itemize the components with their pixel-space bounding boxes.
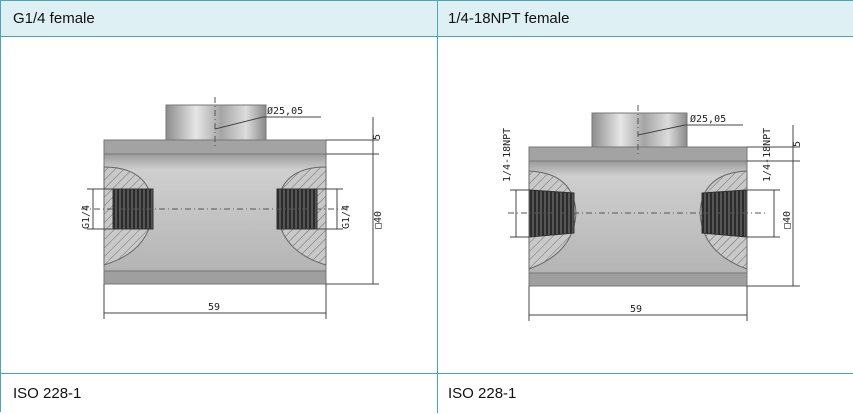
dim-square: □40 <box>373 211 384 229</box>
dim-height: 5 <box>792 141 803 147</box>
column-header: G1/4 female <box>1 1 437 37</box>
technical-drawing: Ø25,05 5 □40 59 1/4-18NPT 1/4-18NPT <box>438 37 853 373</box>
cap-shape <box>165 104 267 141</box>
dim-thread-left: G1/4 <box>81 205 92 229</box>
drawing-svg: Ø25,05 5 □40 59 G1/4 G1/4 <box>81 97 384 319</box>
dim-thread-right: G1/4 <box>341 205 352 229</box>
column-npt: 1/4-18NPT female <box>438 1 853 413</box>
dim-thread-right: 1/4-18NPT <box>762 128 773 182</box>
technical-drawing: Ø25,05 5 □40 59 G1/4 G1/4 <box>1 37 437 373</box>
column-footer: ISO 228-1 <box>438 373 853 413</box>
column-g14: G1/4 female <box>1 1 438 413</box>
dim-width: 59 <box>630 304 642 315</box>
drawing-svg: Ø25,05 5 □40 59 1/4-18NPT 1/4-18NPT <box>502 105 803 321</box>
column-footer: ISO 228-1 <box>1 373 437 413</box>
dim-diameter: Ø25,05 <box>690 113 726 125</box>
dim-diameter: Ø25,05 <box>267 105 303 117</box>
cap-shape <box>591 112 688 148</box>
dim-square: □40 <box>782 211 793 229</box>
dim-thread-left: 1/4-18NPT <box>502 128 513 182</box>
column-header: 1/4-18NPT female <box>438 1 853 37</box>
dim-width: 59 <box>208 302 220 313</box>
dim-height: 5 <box>372 134 383 140</box>
thread-right-shape <box>276 188 318 230</box>
